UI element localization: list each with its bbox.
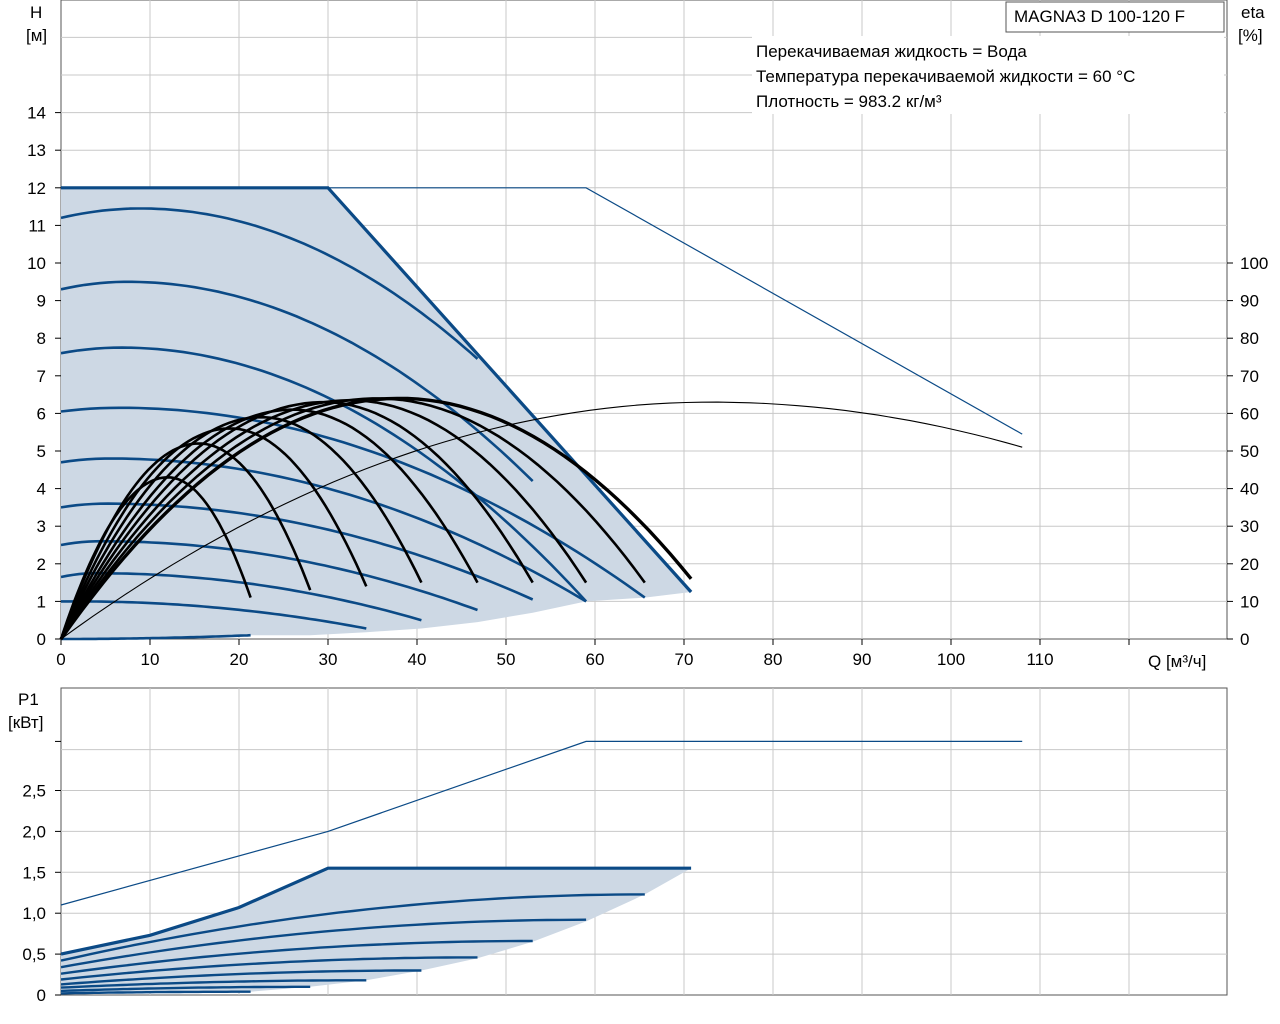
- speed-head-curve: [60, 280, 534, 483]
- y2-tick-label: 40: [1240, 480, 1259, 499]
- y-tick-label: 3: [37, 517, 46, 536]
- speed-head-curve: [60, 539, 478, 612]
- speed-head-curve: [61, 600, 367, 630]
- twin-max-power-line: [60, 740, 1023, 906]
- y-tick-label: 2: [37, 555, 46, 574]
- x-tick-label: 50: [497, 650, 516, 669]
- speed-head-curve: [60, 207, 479, 360]
- y-tick-label: 10: [27, 254, 46, 273]
- speed-head-curve: [60, 571, 422, 622]
- info-fluid: Перекачиваемая жидкость = Вода: [756, 42, 1027, 61]
- x-tick-label: 70: [675, 650, 694, 669]
- info-box: [752, 36, 1224, 114]
- speed-power-curve: [60, 893, 645, 962]
- power-y-axis-label-line1: P1: [18, 690, 39, 709]
- x-tick-label: 0: [56, 650, 65, 669]
- power-curves: [60, 740, 1023, 995]
- power-range-fill: [61, 868, 692, 994]
- y-tick-label: 6: [37, 404, 46, 423]
- chart-title: MAGNA3 D 100-120 F: [1014, 7, 1185, 26]
- y2-tick-label: 0: [1240, 630, 1249, 649]
- x-tick-label: 40: [408, 650, 427, 669]
- y-tick-label: 8: [37, 329, 46, 348]
- speed-head-curve: [60, 406, 646, 599]
- x-tick-label: 90: [853, 650, 872, 669]
- y-axis-label-line2: [м]: [26, 26, 47, 45]
- x-tick-label: 80: [764, 650, 783, 669]
- y-tick-label: 9: [37, 292, 46, 311]
- power-y-tick-label: 1,5: [22, 863, 46, 882]
- speed-power-curve: [60, 939, 533, 975]
- speed-power-curve: [60, 979, 367, 989]
- y2-tick-label: 80: [1240, 329, 1259, 348]
- max-head-line: [61, 186, 693, 594]
- x-tick-label: 60: [586, 650, 605, 669]
- y-tick-label: 12: [27, 179, 46, 198]
- y2-axis-label-line1: eta: [1241, 3, 1265, 22]
- y2-axis-label-line2: [%]: [1238, 26, 1263, 45]
- y-tick-label: 0: [37, 630, 46, 649]
- y2-tick-label: 70: [1240, 367, 1259, 386]
- efficiency-curve: [59, 398, 588, 640]
- info-density: Плотность = 983.2 кг/м³: [756, 92, 942, 111]
- x-tick-label: 10: [141, 650, 160, 669]
- efficiency-curve: [59, 400, 534, 640]
- y2-tick-label: 60: [1240, 404, 1259, 423]
- efficiency-curve: [59, 397, 646, 640]
- y2-tick-label: 30: [1240, 517, 1259, 536]
- x-axis-label: Q [м³/ч]: [1148, 652, 1206, 671]
- twin-efficiency-curve: [60, 401, 1023, 640]
- y-tick-label: 13: [27, 141, 46, 160]
- info-temperature: Температура перекачиваемой жидкости = 60…: [756, 67, 1135, 86]
- y-tick-label: 7: [37, 367, 46, 386]
- y-tick-label: 1: [37, 592, 46, 611]
- y-tick-label: 4: [37, 480, 46, 499]
- speed-power-curve: [60, 918, 587, 969]
- power-y-tick-label: 0: [37, 986, 46, 1005]
- y-tick-label: 11: [28, 216, 46, 235]
- power-y-tick-label: 1,0: [22, 904, 46, 923]
- x-tick-label: 110: [1026, 650, 1053, 669]
- power-y-tick-label: 2,0: [22, 822, 46, 841]
- power-y-axis-label-line2: [кВт]: [8, 713, 43, 732]
- y2-tick-label: 100: [1240, 254, 1268, 273]
- speed-power-curve: [60, 990, 251, 995]
- speed-head-curve: [61, 633, 251, 641]
- power-operating-range: [61, 868, 692, 994]
- head-curves: [60, 186, 1023, 641]
- y2-tick-label: 90: [1240, 292, 1259, 311]
- y-tick-label: 5: [37, 442, 46, 461]
- efficiency-curves: [59, 396, 1023, 640]
- power-y-tick-label: 0,5: [22, 945, 46, 964]
- speed-power-curve: [60, 985, 311, 993]
- power-y-tick-label: 2,5: [22, 782, 46, 801]
- efficiency-curve: [59, 396, 693, 640]
- speed-head-curve: [60, 457, 587, 603]
- speed-power-curve: [60, 969, 422, 986]
- x-tick-label: 30: [319, 650, 338, 669]
- axis-ticks: 0 10 20 30 40 50 60 70 80 90 100 110012345678910111…: [22, 104, 1268, 1005]
- title-box: [1005, 1, 1225, 33]
- y-axis-label-line1: H: [30, 3, 42, 22]
- power-plot-frame: [60, 687, 1228, 996]
- y2-tick-label: 20: [1240, 555, 1259, 574]
- speed-head-curve: [60, 346, 588, 603]
- speed-power-curve: [60, 956, 478, 981]
- x-tick-label: 100: [937, 650, 965, 669]
- efficiency-curve: [59, 415, 423, 640]
- y2-tick-label: 10: [1240, 592, 1259, 611]
- x-tick-label: 20: [230, 650, 249, 669]
- efficiency-curve: [59, 442, 312, 640]
- max-power-line: [60, 866, 692, 956]
- speed-head-curve: [60, 502, 534, 601]
- y-tick-label: 14: [27, 104, 46, 123]
- y2-tick-label: 50: [1240, 442, 1259, 461]
